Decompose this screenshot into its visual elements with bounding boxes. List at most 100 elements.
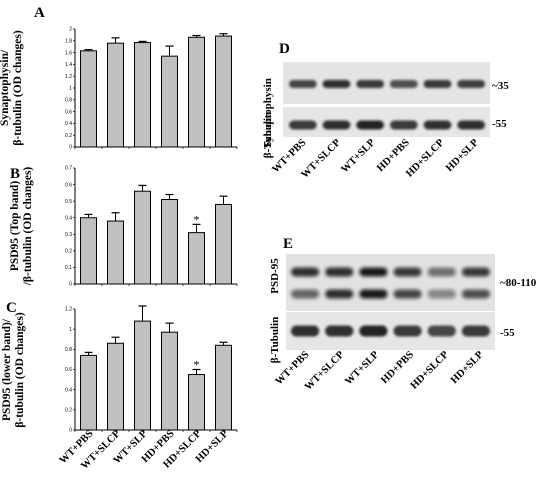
chart-c-ylabel-line-1: β-tubulin (OD changes) [14, 312, 26, 427]
y-tick-label: 0.4 [65, 215, 72, 221]
y-tick-label: 0.1 [65, 265, 72, 271]
blot-d-row1-marker: ~35 [492, 80, 509, 92]
y-tick-label: 0.7 [65, 166, 72, 172]
blot-panel-e: E PSD-95 β-Tubulin ~80-110 -55 WT+PBSWT+… [269, 236, 537, 393]
blot-d-row2-label: β-Tubulin [262, 112, 274, 158]
blot-band [427, 267, 456, 277]
blot-band [291, 325, 320, 337]
y-tick-label: 0.2 [65, 249, 72, 255]
blot-d-lane-label-2: WT+SLP [339, 137, 377, 175]
chart-b-psd95-top: PSD95 (Top band)/β-tubulin (OD changes) 0… [9, 166, 238, 288]
blot-e-psd95-bands [291, 267, 490, 299]
y-tick-label: 1.2 [65, 307, 72, 313]
chart-a-ylabel-line-1: β-tubulin (OD changes) [12, 30, 24, 145]
y-tick-label: 0.3 [65, 232, 72, 238]
chart-b-ylabel-line-0: PSD95 (Top band) [9, 181, 21, 272]
bar-c-2 [134, 320, 151, 431]
blot-band [393, 289, 422, 299]
blot-band [461, 267, 490, 277]
bar-b-1 [107, 220, 124, 285]
bar-a-2 [134, 42, 151, 148]
blot-d-synaptophysin-membrane [283, 62, 490, 104]
significance-star-b-4: * [194, 212, 200, 226]
y-tick-label: 0 [69, 428, 72, 434]
blot-e-lane-label-5: HD+SLP [449, 349, 486, 386]
blot-band [322, 80, 351, 88]
bar-a-0 [80, 50, 97, 148]
blot-e-tubulin-membrane [286, 312, 495, 350]
blot-e-tubulin-bands [291, 325, 490, 337]
blot-panel-d: D Synaptophysin β-Tubulin ~35 -55 WT+PBS… [262, 41, 509, 181]
chart-a-synaptophysin: Synaptophysin/β-tubulin (OD changes) 0 0.2… [0, 27, 238, 151]
bar-b-4 [188, 232, 205, 285]
y-tick-label: 1 [69, 327, 72, 333]
bar-b-3 [161, 198, 178, 285]
blot-d-row2-marker: -55 [492, 118, 507, 130]
chart-a-ylabel-line-0: Synaptophysin/ [0, 49, 11, 126]
blot-band [356, 80, 384, 88]
blot-band [423, 80, 452, 88]
blot-band [393, 267, 422, 277]
y-tick-label: 0.4 [65, 121, 72, 127]
bar-b-5 [215, 203, 232, 285]
y-tick-label: 1 [69, 86, 72, 92]
y-tick-label: 0.8 [65, 98, 72, 104]
chart-c-ylabel-line-0: PSD95 (lower band)/ [1, 318, 13, 421]
blot-band [291, 289, 320, 299]
blot-d-letter: D [279, 41, 290, 57]
blot-band [289, 80, 317, 88]
y-tick-label: 0.2 [65, 408, 72, 414]
bar-b-2 [134, 190, 151, 285]
blot-band [359, 267, 388, 277]
blot-band [457, 120, 485, 130]
blot-band [461, 289, 490, 299]
blot-e-row1-marker: ~80-110 [500, 277, 537, 289]
y-tick-label: 1.6 [65, 50, 72, 56]
blot-e-row1-label: PSD-95 [269, 258, 281, 294]
y-tick-label: 0.8 [65, 347, 72, 353]
y-tick-label: 0 [69, 145, 72, 151]
blot-band [291, 267, 320, 277]
y-tick-label: 0.5 [65, 199, 72, 205]
bar-c-3 [161, 331, 178, 431]
bar-a-5 [215, 35, 232, 148]
y-tick-label: 0.2 [65, 133, 72, 139]
blot-band [390, 120, 418, 130]
blot-d-row1-label: Synaptophysin [262, 78, 274, 148]
blot-band [325, 325, 354, 337]
bar-c-0 [80, 354, 97, 431]
y-tick-label: 0.4 [65, 387, 72, 393]
y-tick-label: 0.6 [65, 109, 72, 115]
y-tick-label: 1.2 [65, 74, 72, 80]
blot-band [322, 120, 351, 130]
blot-e-row2-marker: -55 [500, 327, 515, 339]
blot-band [359, 325, 388, 337]
panel-a-letter: A [34, 5, 45, 21]
bar-a-3 [161, 55, 178, 148]
blot-band [390, 80, 418, 88]
y-tick-label: 0 [69, 282, 72, 288]
blot-d-tubulin-bands [289, 120, 485, 130]
y-tick-label: 1.4 [65, 62, 72, 68]
blot-e-psd95-membrane [286, 254, 495, 311]
y-tick-label: 0.6 [65, 182, 72, 188]
blot-d-tubulin-membrane [283, 107, 490, 137]
blot-band [325, 267, 354, 277]
blot-band [423, 120, 452, 130]
blot-band [325, 289, 354, 299]
blot-band [427, 289, 456, 299]
bar-b-0 [80, 217, 97, 285]
blot-d-lane-label-4: HD+SLCP [404, 137, 447, 180]
blot-band [461, 325, 490, 337]
panel-b-letter: B [10, 166, 20, 182]
blot-d-synaptophysin-bands [289, 80, 485, 88]
blot-band [289, 120, 317, 130]
bar-c-5 [215, 344, 232, 431]
blot-e-letter: E [283, 236, 293, 252]
blot-band [457, 80, 485, 88]
bar-a-1 [107, 42, 124, 148]
